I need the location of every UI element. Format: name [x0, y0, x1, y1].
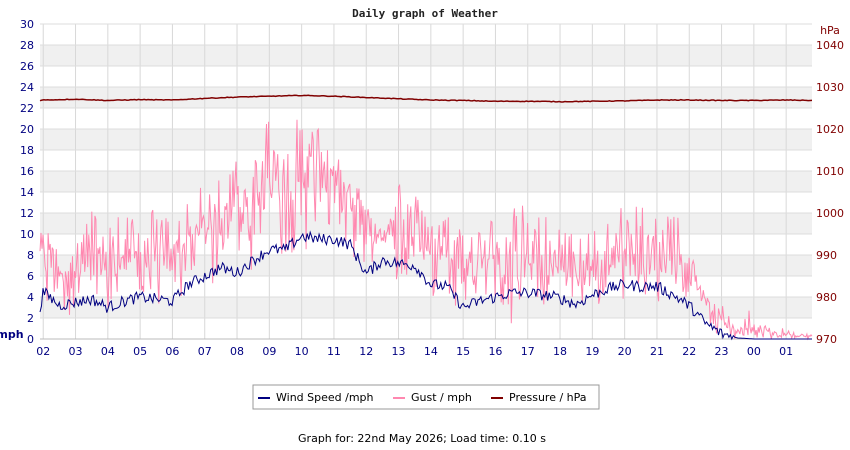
left-tick-label: 4 — [27, 291, 34, 304]
x-tick-label: 01 — [779, 345, 793, 358]
left-axis-label: mph — [0, 328, 24, 341]
wind-speed-series — [39, 230, 812, 341]
x-tick-label: 16 — [488, 345, 502, 358]
left-tick-label: 14 — [20, 186, 34, 199]
left-tick-label: 22 — [20, 102, 34, 115]
left-tick-label: 18 — [20, 144, 34, 157]
x-tick-label: 12 — [359, 345, 373, 358]
grid-band — [40, 255, 812, 276]
gust-line — [39, 119, 813, 341]
grid-band — [40, 87, 812, 108]
left-tick-label: 8 — [27, 249, 34, 262]
right-tick-label: 1030 — [816, 81, 844, 94]
x-tick-label: 20 — [618, 345, 632, 358]
x-tick-label: 22 — [682, 345, 696, 358]
x-tick-label: 03 — [69, 345, 83, 358]
x-tick-label: 14 — [424, 345, 438, 358]
pressure-series — [39, 94, 813, 103]
x-tick-label: 17 — [521, 345, 535, 358]
right-tick-label: 990 — [816, 249, 837, 262]
footer-text: Graph for: 22nd May 2026; Load time: 0.1… — [298, 432, 546, 445]
gust-series — [39, 119, 813, 341]
left-tick-label: 0 — [27, 333, 34, 346]
x-tick-label: 07 — [198, 345, 212, 358]
x-tick-label: 18 — [553, 345, 567, 358]
x-tick-label: 04 — [101, 345, 115, 358]
x-tick-label: 05 — [133, 345, 147, 358]
legend-wind-label: Wind Speed /mph — [276, 391, 374, 404]
right-axis-ticks: 970 980 990 1000 1010 1020 1030 1040 — [816, 39, 844, 346]
x-tick-label: 08 — [230, 345, 244, 358]
right-tick-label: 1010 — [816, 165, 844, 178]
x-tick-label: 19 — [585, 345, 599, 358]
left-tick-label: 12 — [20, 207, 34, 220]
legend-gust-label: Gust / mph — [411, 391, 472, 404]
left-tick-label: 2 — [27, 312, 34, 325]
wind-speed-line — [39, 230, 812, 341]
x-tick-label: 15 — [456, 345, 470, 358]
left-tick-label: 26 — [20, 60, 34, 73]
grid-band — [40, 297, 812, 318]
right-axis-label: hPa — [820, 24, 840, 37]
legend-pressure-label: Pressure / hPa — [509, 391, 587, 404]
grid-band — [40, 129, 812, 150]
left-tick-label: 30 — [20, 18, 34, 31]
x-tick-label: 00 — [747, 345, 761, 358]
x-tick-label: 13 — [392, 345, 406, 358]
x-tick-label: 23 — [715, 345, 729, 358]
x-tick-label: 09 — [262, 345, 276, 358]
x-tick-label: 02 — [36, 345, 50, 358]
x-tick-label: 10 — [295, 345, 309, 358]
right-tick-label: 1040 — [816, 39, 844, 52]
left-tick-label: 28 — [20, 39, 34, 52]
left-tick-label: 24 — [20, 81, 34, 94]
grid-band — [40, 213, 812, 234]
right-tick-label: 1020 — [816, 123, 844, 136]
x-tick-label: 06 — [165, 345, 179, 358]
grid-band — [40, 45, 812, 66]
right-tick-label: 1000 — [816, 207, 844, 220]
x-axis-ticks: 02 03 04 05 06 07 08 09 10 11 12 13 14 15 16 17 18 19 20 21… — [36, 345, 793, 358]
legend-box — [252, 384, 600, 410]
x-tick-label: 11 — [327, 345, 341, 358]
pressure-line — [39, 94, 813, 103]
chart-title: Daily graph of Weather — [352, 7, 498, 20]
left-tick-label: 20 — [20, 123, 34, 136]
grid-band — [40, 171, 812, 192]
left-tick-label: 6 — [27, 270, 34, 283]
left-tick-label: 10 — [20, 228, 34, 241]
left-tick-label: 16 — [20, 165, 34, 178]
x-tick-label: 21 — [650, 345, 664, 358]
right-tick-label: 970 — [816, 333, 837, 346]
right-tick-label: 980 — [816, 291, 837, 304]
legend: Wind Speed /mph Gust / mph Pressure / hP… — [252, 384, 600, 410]
